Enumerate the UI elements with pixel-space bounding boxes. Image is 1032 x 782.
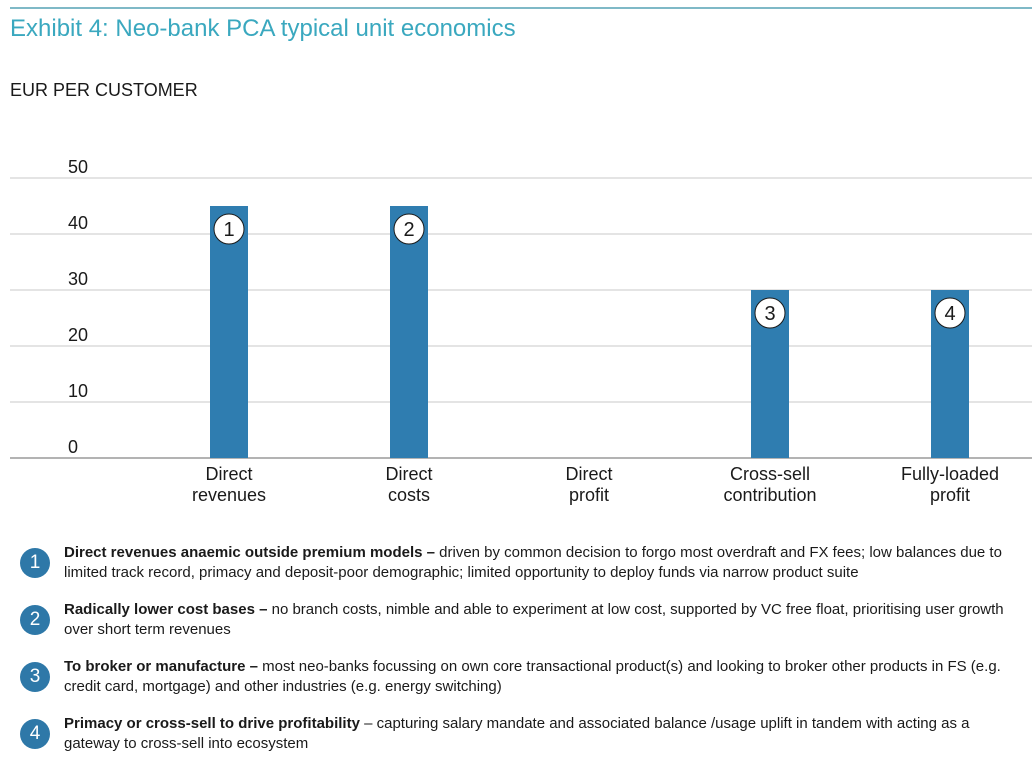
note-text: driven by common decision to forgo most … [64,544,1002,581]
bar-chart-svg: 010203040501Directrevenues2DirectcostsDi… [10,157,1032,505]
note-item: 4 Primacy or cross-sell to drive profita… [20,714,1025,754]
x-tick-label: profit [569,485,609,505]
exhibit-title: Exhibit 4: Neo-bank PCA typical unit eco… [10,15,516,42]
bar-marker-circle [393,213,425,245]
bar-marker-circle [213,213,245,245]
note-item: 2 Radically lower cost bases – no branch… [20,600,1025,640]
x-tick-label: Fully-loaded [901,464,999,484]
x-tick-label: costs [388,485,430,505]
x-tick-label: Cross-sell [730,464,810,484]
x-tick-label: profit [930,485,970,505]
y-axis-label: EUR PER CUSTOMER [10,80,198,100]
note-heading: Primacy or cross-sell to drive profitabi… [64,715,360,732]
note-heading: To broker or manufacture – [64,658,258,675]
bar [210,206,248,458]
x-tick-label: revenues [192,485,266,505]
bar-marker-circle [754,297,786,329]
note-item: 1 Direct revenues anaemic outside premiu… [20,543,1025,583]
note-number-badge: 4 [20,719,50,749]
note-text: most neo-banks focussing on own core tra… [64,658,1001,695]
notes-list: 1 Direct revenues anaemic outside premiu… [20,543,1025,771]
note-number-badge: 1 [20,548,50,578]
x-tick-label: Direct [205,464,252,484]
bar-marker-number: 1 [223,219,234,241]
top-rule [10,7,1032,9]
y-tick-label: 10 [68,381,88,401]
bar-chart: 0 10 20 30 40 50 1 Direct revenues 2 Direct costs Di… [0,150,1032,520]
note-heading: Radically lower cost bases – [64,601,268,618]
note-heading: Direct revenues anaemic outside premium … [64,544,435,561]
x-tick-label: Direct [565,464,612,484]
y-tick-label: 20 [68,325,88,345]
note-text: – capturing salary mandate and associate… [64,715,970,752]
bar-marker-number: 4 [944,303,955,325]
bar [390,206,428,458]
note-number-badge: 2 [20,605,50,635]
x-tick-label: contribution [723,485,816,505]
note-number-badge: 3 [20,662,50,692]
note-text: no branch costs, nimble and able to expe… [64,601,1004,638]
bar-marker-number: 2 [403,219,414,241]
y-tick-label: 50 [68,157,88,177]
y-tick-label: 40 [68,213,88,233]
note-item: 3 To broker or manufacture – most neo-ba… [20,657,1025,697]
bar-marker-number: 3 [764,303,775,325]
y-tick-label: 0 [68,437,78,457]
x-tick-label: Direct [385,464,432,484]
bar-marker-circle [934,297,966,329]
y-tick-label: 30 [68,269,88,289]
